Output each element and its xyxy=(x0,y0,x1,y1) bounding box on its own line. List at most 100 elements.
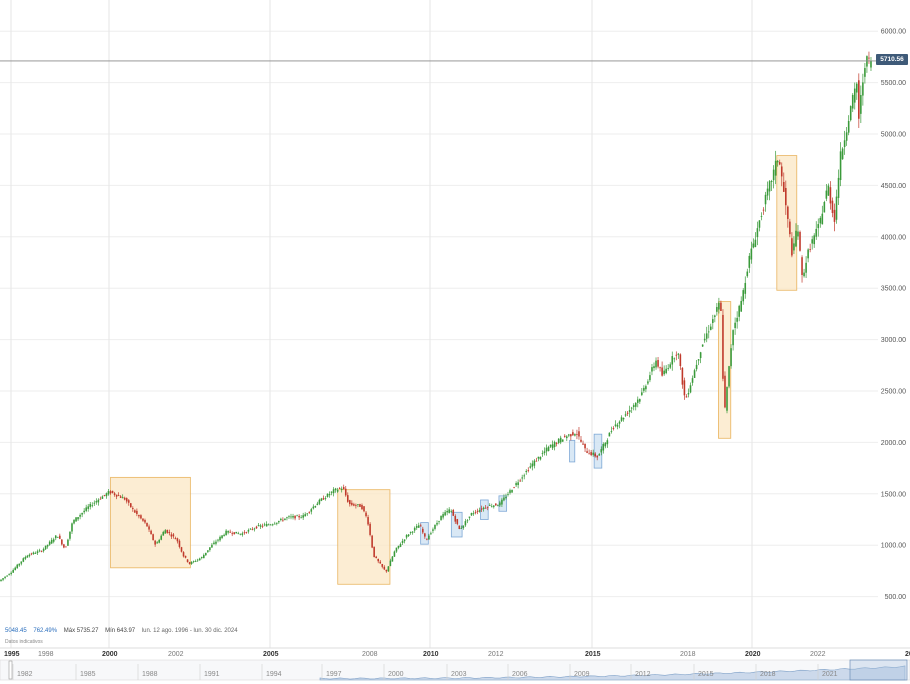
candle-body xyxy=(819,217,822,224)
candle-body xyxy=(851,94,854,109)
candle-body xyxy=(738,305,740,317)
candle-body xyxy=(833,209,836,222)
candle-body xyxy=(391,556,394,562)
candle-body xyxy=(588,453,590,455)
candle-body xyxy=(4,576,6,578)
navigator-tick-label: 1991 xyxy=(204,671,220,678)
candle-body xyxy=(677,353,680,355)
candle-body xyxy=(442,514,444,518)
candle-body xyxy=(845,132,848,141)
candle-body xyxy=(868,57,870,59)
candle-body xyxy=(227,530,229,533)
candle-body xyxy=(318,499,321,504)
candle-body xyxy=(320,498,323,501)
candle-body xyxy=(223,534,225,537)
candle-body xyxy=(290,516,292,518)
candle-body xyxy=(490,506,493,508)
candle-body xyxy=(643,387,645,391)
candle-body xyxy=(44,545,47,550)
candle-body xyxy=(263,524,266,526)
candle-body xyxy=(858,80,860,119)
candle-body xyxy=(286,517,288,519)
candle-body xyxy=(501,499,503,505)
candle-body xyxy=(34,553,37,554)
candle-body xyxy=(346,495,349,502)
candle-body xyxy=(807,249,809,259)
navigator-selection xyxy=(849,659,908,681)
candle-body xyxy=(340,488,343,490)
candle-body xyxy=(614,424,617,426)
candle-body xyxy=(716,307,718,312)
candle-body xyxy=(142,518,144,521)
candle-body xyxy=(75,517,77,522)
navigator-tick-label: 1982 xyxy=(17,671,33,678)
highlight-box-orange xyxy=(110,476,191,569)
candle-body xyxy=(298,515,300,518)
candle-body xyxy=(154,540,156,545)
candle-body xyxy=(178,540,181,547)
candle-body xyxy=(701,344,704,347)
candle-body xyxy=(622,417,625,420)
candle-body xyxy=(267,524,270,526)
candle-body xyxy=(805,262,807,273)
candle-body xyxy=(422,528,424,533)
candle-body xyxy=(140,515,142,519)
candle-body xyxy=(365,512,367,517)
navigator-tick-label: 1988 xyxy=(142,671,158,678)
candle-body xyxy=(776,161,779,163)
candle-body xyxy=(576,434,578,435)
info-bar: 5048.45 762.49% Máx 5735.27 Mín 643.97 l… xyxy=(5,628,243,634)
candle-body xyxy=(247,530,250,532)
candle-body xyxy=(417,525,420,528)
candle-body xyxy=(30,553,33,555)
candle-body xyxy=(166,529,169,533)
x-tick-label: 2018 xyxy=(680,651,696,658)
candle-body xyxy=(545,447,548,452)
candle-body xyxy=(770,181,773,182)
candle-body xyxy=(111,490,114,493)
highlight-box-orange xyxy=(776,155,798,291)
navigator-tick-label: 2003 xyxy=(451,671,467,678)
candle-body xyxy=(827,185,830,196)
candle-body xyxy=(527,470,530,472)
candle-body xyxy=(687,393,690,395)
candle-body xyxy=(630,407,633,409)
candle-body xyxy=(535,460,538,462)
candle-body xyxy=(448,509,450,513)
candle-body xyxy=(148,526,150,530)
candle-body xyxy=(695,364,698,370)
candle-body xyxy=(121,497,124,499)
candle-body xyxy=(531,463,534,467)
candle-body xyxy=(284,518,286,521)
candle-body xyxy=(10,572,12,575)
candle-body xyxy=(474,512,477,513)
candle-body xyxy=(726,386,728,411)
candle-body xyxy=(537,456,540,459)
candle-body xyxy=(107,491,110,495)
navigator: 1982 1985 1988 1991 1994 1997 2000 2003 2006 2009… xyxy=(0,659,910,681)
highlight-box-blue xyxy=(480,499,489,520)
candle-body xyxy=(215,541,217,544)
candle-body xyxy=(450,510,453,512)
y-tick-label: 1500.00 xyxy=(881,491,906,498)
candle-body xyxy=(273,523,276,525)
candle-body xyxy=(156,542,158,544)
candle-body xyxy=(105,493,108,497)
highlight-boxes xyxy=(110,155,798,585)
candle-body xyxy=(101,496,104,499)
candle-body xyxy=(791,238,793,256)
candle-body xyxy=(847,120,850,133)
highlight-box-blue xyxy=(498,495,508,512)
candle-body xyxy=(190,561,193,564)
y-tick-label: 1000.00 xyxy=(881,543,906,550)
candle-body xyxy=(95,501,98,503)
candle-body xyxy=(825,190,828,199)
y-tick-label: 5000.00 xyxy=(881,132,906,139)
candle-body xyxy=(251,529,254,531)
candle-body xyxy=(446,510,448,513)
candle-body xyxy=(213,542,215,545)
candle-body xyxy=(231,533,233,535)
candle-body xyxy=(533,460,536,466)
candle-body xyxy=(172,534,175,537)
